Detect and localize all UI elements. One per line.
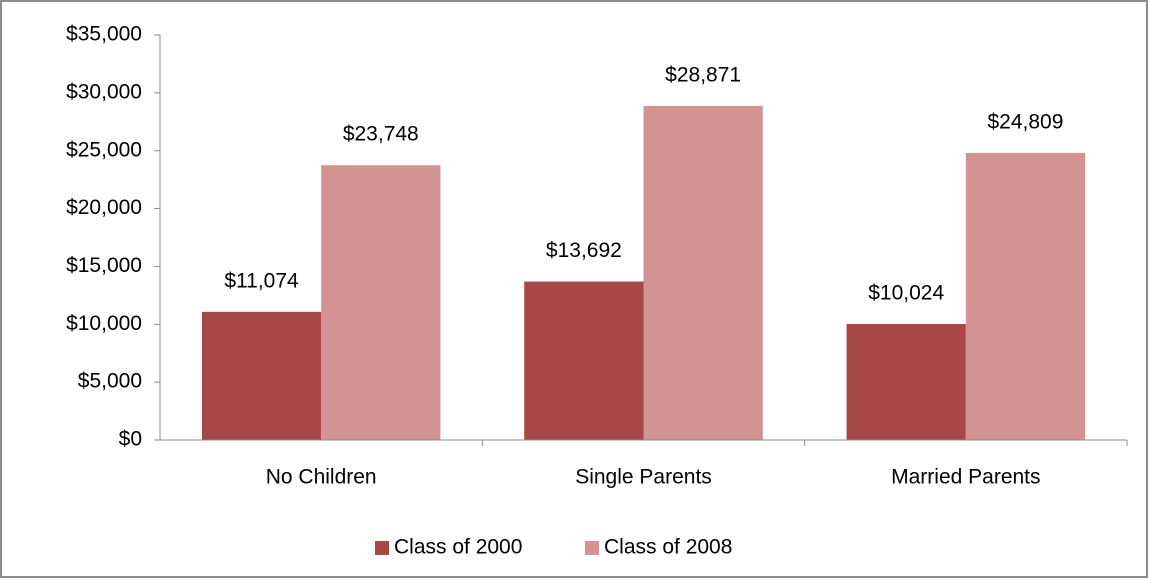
bar	[643, 105, 763, 440]
y-tick-label: $35,000	[66, 23, 142, 46]
x-tick-label: No Children	[266, 466, 377, 489]
y-tick-label: $0	[119, 428, 142, 451]
bar	[201, 311, 322, 440]
x-tick-label: Single Parents	[575, 466, 712, 489]
value-label: $10,024	[868, 282, 944, 305]
legend-swatch	[375, 541, 389, 555]
y-tick-label: $10,000	[66, 312, 142, 335]
value-label: $28,871	[665, 63, 741, 86]
y-tick-label: $20,000	[66, 196, 142, 219]
value-label: $24,809	[988, 110, 1064, 133]
bar	[846, 324, 966, 440]
legend-label: Class of 2000	[394, 536, 522, 559]
bar	[524, 281, 644, 440]
bar	[965, 152, 1086, 440]
legend-label: Class of 2008	[604, 536, 732, 559]
value-label: $13,692	[546, 239, 622, 262]
x-tick-label: Married Parents	[891, 466, 1040, 489]
legend-swatch	[585, 541, 599, 555]
value-label: $23,748	[343, 123, 419, 146]
y-tick-label: $30,000	[66, 80, 142, 103]
bar	[321, 165, 441, 440]
value-label: $11,074	[224, 269, 299, 292]
y-tick-label: $5,000	[78, 370, 142, 393]
y-tick-label: $15,000	[66, 254, 142, 277]
y-tick-label: $25,000	[66, 138, 142, 161]
